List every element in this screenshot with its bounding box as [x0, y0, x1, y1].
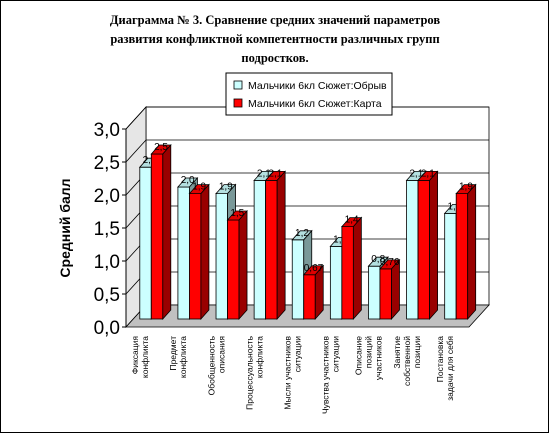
legend-box — [225, 72, 393, 116]
bar-front — [150, 153, 164, 320]
legend-swatch-series-1 — [233, 80, 243, 90]
y-tick-label: 0,5 — [94, 285, 120, 306]
x-category-label: участников — [374, 336, 384, 381]
bar-front — [291, 239, 305, 320]
data-label: 0,67 — [304, 263, 324, 274]
gridline-side — [125, 106, 147, 130]
bar-side — [276, 170, 286, 321]
bar-side — [238, 209, 248, 321]
bar-front — [139, 166, 152, 320]
bar-front — [455, 193, 469, 320]
x-category-label: Предмет — [168, 336, 178, 371]
x-category-label: конфликта — [178, 336, 188, 378]
legend-label-series-1: Мальчики 6кл Сюжет:Обрыв — [248, 80, 387, 92]
y-tick-label: 0,0 — [94, 318, 120, 339]
bar-front — [177, 186, 190, 320]
data-label: 1,5 — [230, 208, 244, 219]
legend-swatch-series-2 — [233, 98, 243, 108]
data-label: 0,8 — [371, 254, 385, 265]
bar-front — [417, 179, 430, 320]
bar-front — [303, 274, 316, 320]
data-label: 1,2 — [295, 228, 309, 239]
y-tick-label: 1,5 — [94, 219, 120, 240]
data-label: 2,0 — [181, 175, 195, 186]
legend-label-series-2: Мальчики 6кл Сюжет:Карта — [248, 98, 382, 110]
x-category-label: конфликта — [254, 336, 264, 378]
data-label: 1,9 — [192, 182, 206, 193]
data-label: 2,1 — [257, 168, 271, 179]
chart-title-line-1: Диаграмма № 3. Сравнение средних значени… — [110, 13, 440, 27]
bar-front — [215, 193, 228, 320]
y-tick-label: 3,0 — [94, 120, 120, 141]
data-label: 1,9 — [219, 182, 233, 193]
chart-title-line-2: развития конфликтной компетентности разл… — [110, 32, 439, 46]
legend: Мальчики 6кл Сюжет:Обрыв Мальчики 6кл Сю… — [225, 72, 393, 116]
x-category-label: описания — [216, 336, 226, 373]
x-category-label: позиций — [364, 336, 374, 368]
x-category-label: ситуации — [293, 336, 303, 372]
bar-side — [352, 216, 362, 321]
x-category-label: задачи для себя — [445, 336, 455, 401]
y-tick-label: 2,0 — [94, 186, 120, 207]
x-category-label: Занятие — [392, 336, 402, 369]
data-label: 2,5 — [154, 142, 168, 153]
gridline-side — [125, 139, 147, 163]
bar-front — [253, 179, 267, 320]
y-axis-label: Средний балл — [57, 178, 73, 277]
data-label: 1,9 — [459, 182, 473, 193]
data-label: 2,1 — [409, 168, 423, 179]
bar-front — [379, 268, 392, 320]
data-label: 1,4 — [345, 215, 359, 226]
data-label: 0,76 — [380, 257, 400, 268]
bar-front — [329, 245, 343, 320]
data-label: 1,6 — [447, 201, 461, 212]
data-label: 1,1 — [333, 234, 347, 245]
bar-front — [444, 212, 457, 320]
y-tick-label: 1,0 — [94, 252, 120, 273]
chart-title-line-3: подростков. — [241, 51, 308, 65]
x-category-label: конфликта — [140, 336, 150, 378]
bar-side — [200, 183, 210, 321]
bar-side — [467, 183, 477, 321]
bar-side — [314, 264, 324, 321]
bar-side — [162, 143, 172, 321]
x-category-label: позиции — [412, 336, 422, 368]
bar-front — [189, 193, 202, 320]
x-category-label: Чувства участников — [321, 336, 331, 415]
bar-front — [368, 265, 381, 320]
data-label: 2,1 — [268, 168, 282, 179]
x-category-label: собственной — [402, 336, 412, 386]
bar-front — [406, 179, 419, 320]
x-category-label: Описание — [354, 336, 364, 375]
x-category-label: ситуации — [331, 336, 341, 372]
bar-side — [391, 258, 400, 321]
x-category-label: Постановка — [435, 336, 445, 382]
bar-side — [429, 170, 438, 321]
x-category-label: Процессуальность — [244, 335, 254, 409]
y-tick-label: 2,5 — [94, 153, 120, 174]
x-category-label: Фиксация — [130, 336, 140, 375]
bar-front — [341, 226, 354, 320]
bar-front — [227, 219, 240, 320]
x-category-label: Мысли участников — [283, 336, 293, 410]
bar-front — [265, 179, 278, 320]
data-label: 2,1 — [421, 168, 435, 179]
x-category-label: Обобщенность — [206, 335, 216, 395]
data-label: 2,3 — [143, 155, 157, 166]
